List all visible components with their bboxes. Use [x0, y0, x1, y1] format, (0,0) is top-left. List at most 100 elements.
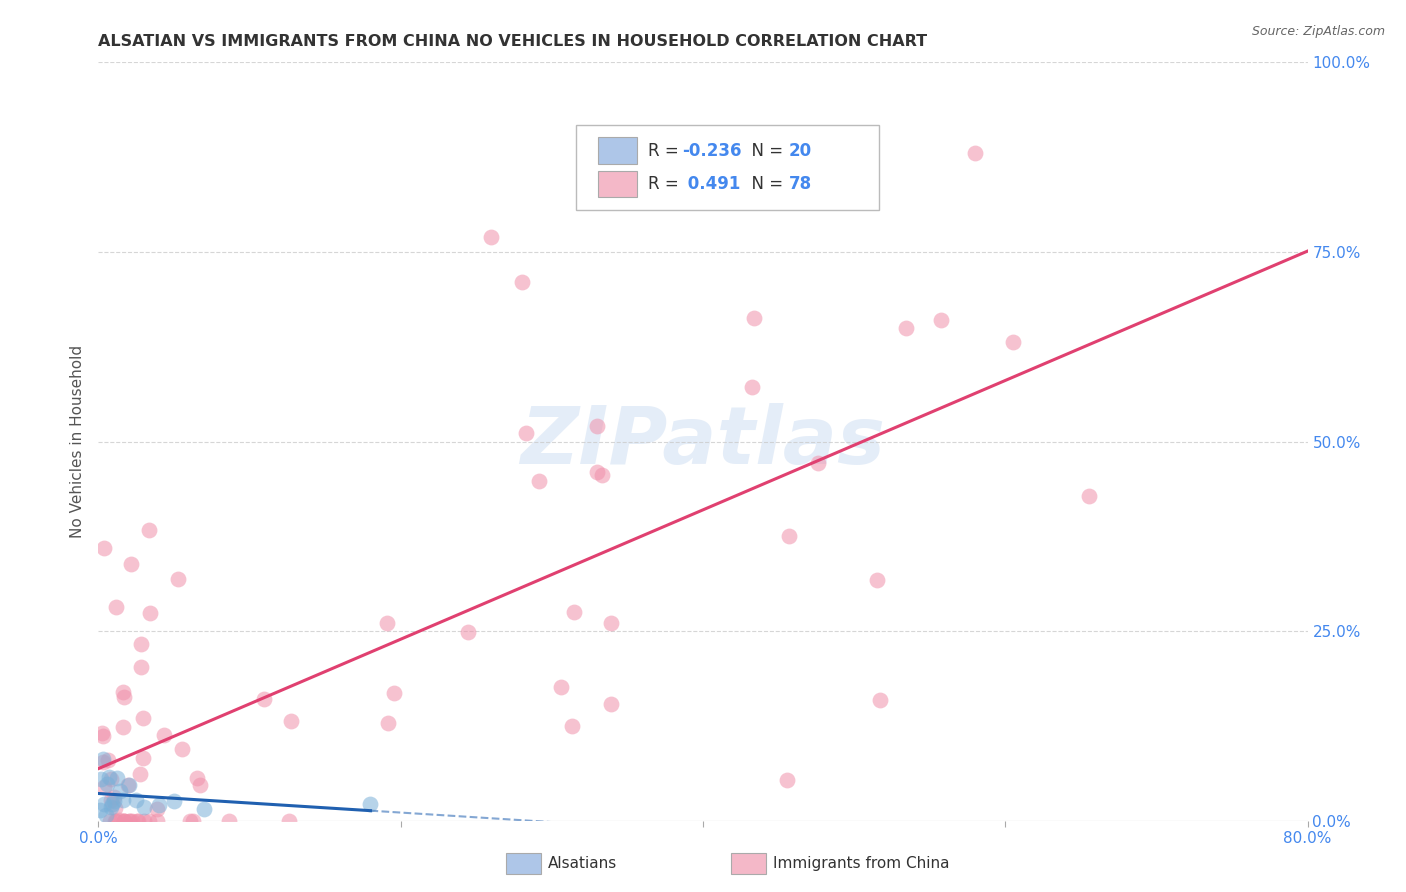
Point	[112, 690, 135, 705]
Point	[101, 797, 124, 812]
Point	[382, 686, 405, 700]
Point	[118, 814, 141, 828]
Point	[112, 814, 135, 828]
Text: Alsatians: Alsatians	[548, 856, 617, 871]
Point	[91, 752, 114, 766]
Point	[104, 801, 127, 815]
Point	[103, 789, 125, 804]
Point	[153, 727, 176, 741]
Point	[132, 711, 155, 725]
Point	[360, 797, 382, 811]
Point	[132, 814, 155, 828]
Text: -0.236: -0.236	[682, 142, 741, 160]
Point	[163, 794, 186, 808]
Point	[91, 726, 114, 740]
Point	[550, 680, 572, 694]
Point	[145, 814, 167, 828]
Point	[894, 321, 917, 335]
Point	[129, 637, 152, 651]
Point	[253, 691, 276, 706]
Point	[139, 607, 162, 621]
Point	[600, 616, 623, 631]
Point	[118, 814, 141, 828]
Point	[94, 808, 117, 822]
Point	[807, 456, 830, 470]
Point	[193, 802, 215, 816]
Point	[869, 693, 891, 707]
Point	[100, 800, 122, 814]
Point	[111, 793, 134, 807]
Point	[929, 313, 952, 327]
Point	[98, 814, 121, 828]
Point	[104, 600, 127, 615]
Point	[218, 814, 240, 828]
Point	[112, 814, 135, 828]
Point	[93, 541, 115, 556]
Text: Immigrants from China: Immigrants from China	[773, 856, 950, 871]
Point	[377, 715, 399, 730]
Text: 78: 78	[789, 175, 811, 193]
Point	[90, 772, 112, 786]
Point	[118, 778, 141, 792]
Point	[586, 419, 609, 434]
Point	[107, 814, 129, 828]
Point	[591, 467, 613, 482]
Point	[1077, 489, 1099, 503]
Point	[111, 720, 134, 734]
Point	[527, 474, 550, 488]
Point	[132, 800, 155, 814]
Point	[105, 771, 128, 785]
Text: 0.491: 0.491	[682, 175, 741, 193]
Point	[96, 777, 118, 791]
Point	[562, 605, 585, 619]
Point	[125, 792, 148, 806]
Point	[97, 753, 120, 767]
Point	[129, 767, 152, 781]
Point	[105, 814, 128, 828]
Point	[561, 719, 583, 733]
Point	[146, 802, 169, 816]
Point	[127, 814, 149, 828]
Point	[93, 797, 115, 811]
Point	[481, 229, 503, 244]
Point	[100, 772, 122, 786]
Point	[93, 780, 115, 794]
Point	[599, 698, 621, 712]
Text: N =: N =	[741, 142, 789, 160]
Point	[131, 659, 153, 673]
Point	[457, 625, 479, 640]
Point	[1001, 335, 1024, 350]
Point	[148, 797, 170, 812]
Point	[776, 773, 799, 788]
Point	[98, 770, 121, 784]
Point	[586, 465, 609, 479]
Point	[89, 803, 111, 817]
Point	[138, 814, 160, 828]
Point	[515, 425, 537, 440]
Text: ALSATIAN VS IMMIGRANTS FROM CHINA NO VEHICLES IN HOUSEHOLD CORRELATION CHART: ALSATIAN VS IMMIGRANTS FROM CHINA NO VEH…	[98, 34, 928, 49]
Point	[741, 380, 763, 394]
Point	[108, 783, 131, 797]
Point	[510, 275, 533, 289]
Point	[125, 814, 148, 828]
Point	[744, 310, 766, 325]
Point	[181, 814, 204, 828]
Point	[112, 814, 135, 828]
Point	[120, 558, 142, 572]
Text: R =: R =	[648, 175, 685, 193]
Point	[121, 814, 143, 828]
Point	[280, 714, 302, 729]
Point	[103, 794, 125, 808]
Point	[117, 778, 139, 792]
Point	[138, 523, 160, 537]
Point	[188, 778, 211, 792]
Point	[965, 146, 987, 161]
Point	[866, 573, 889, 587]
Point	[375, 615, 398, 630]
Y-axis label: No Vehicles in Household: No Vehicles in Household	[70, 345, 86, 538]
Point	[104, 814, 127, 828]
Point	[100, 793, 122, 807]
Text: R =: R =	[648, 142, 685, 160]
Text: 20: 20	[789, 142, 811, 160]
Point	[278, 814, 301, 828]
